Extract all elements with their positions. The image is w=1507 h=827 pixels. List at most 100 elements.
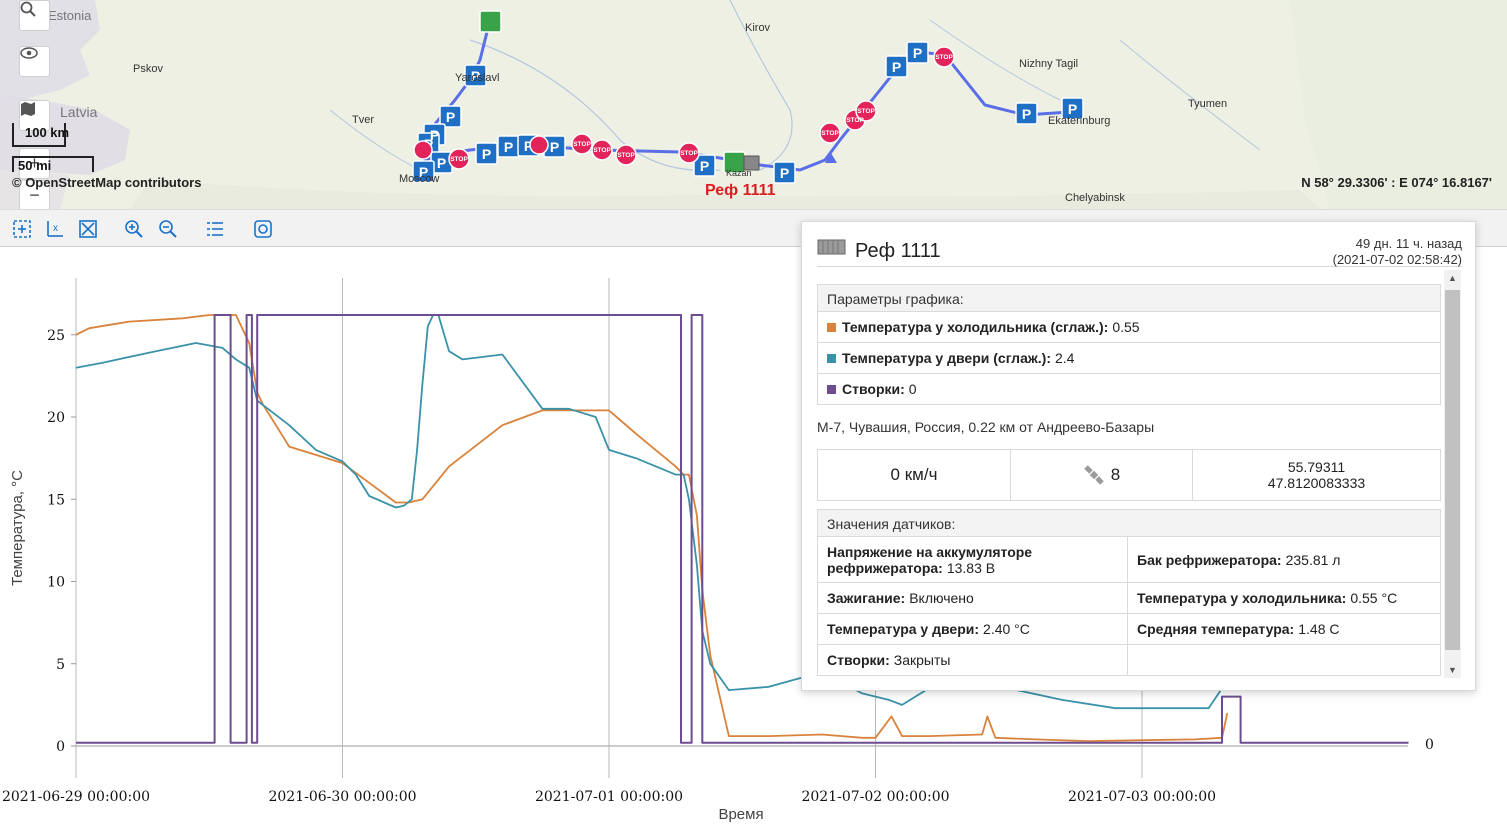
svg-text:P: P bbox=[1068, 101, 1077, 117]
sensor-cell: Бак рефрижератора: 235.81 л bbox=[1128, 537, 1441, 583]
svg-text:STOP: STOP bbox=[617, 152, 635, 159]
sensor-cell bbox=[1128, 645, 1441, 676]
scale-km-label: 100 km bbox=[25, 125, 70, 140]
scroll-thumb[interactable] bbox=[1445, 290, 1460, 650]
svg-text:P: P bbox=[892, 59, 901, 75]
sensor-label: Бак рефрижератора: bbox=[1137, 551, 1282, 568]
svg-text:P: P bbox=[780, 165, 789, 181]
scale-bar-mi bbox=[12, 156, 94, 172]
zoom-in-icon[interactable] bbox=[123, 218, 145, 240]
sensor-grid: Напряжение на аккумуляторе рефрижератора… bbox=[817, 537, 1441, 676]
scroll-up-icon[interactable]: ▲ bbox=[1448, 273, 1457, 283]
map-attribution[interactable]: © OpenStreetMap contributors bbox=[12, 175, 202, 190]
sensor-cell: Температура у холодильника: 0.55 °C bbox=[1128, 583, 1441, 614]
popup-time-ago: 49 дн. 11 ч. назад bbox=[1355, 236, 1462, 251]
x-tick-label: 2021-06-29 00:00:00 bbox=[2, 789, 150, 805]
sensor-value: Включено bbox=[909, 590, 974, 606]
city-label: Kirov bbox=[745, 22, 771, 34]
map-layers-button[interactable] bbox=[19, 100, 50, 131]
y-tick-label: 5 bbox=[56, 657, 65, 673]
sensor-value: 0.55 °C bbox=[1350, 590, 1398, 606]
popup-timestamp: (2021-07-02 02:58:42) bbox=[1332, 252, 1462, 267]
sensor-label: Зажигание: bbox=[827, 590, 906, 606]
city-label: Tyumen bbox=[1188, 98, 1228, 110]
map-visibility-button[interactable] bbox=[19, 46, 50, 77]
svg-text:P: P bbox=[419, 164, 428, 180]
popup-body[interactable]: Параметры графика: Температура у холодил… bbox=[817, 284, 1441, 676]
city-label: Yaroslavl bbox=[455, 72, 500, 84]
city-label: Moscow bbox=[399, 173, 440, 185]
list-icon[interactable] bbox=[204, 218, 226, 240]
svg-text:P: P bbox=[437, 155, 446, 171]
sensor-label: Температура у двери: bbox=[827, 621, 980, 637]
sensor-value: 2.40 °C bbox=[983, 621, 1030, 637]
satellites-cell: 8 bbox=[1011, 450, 1193, 500]
search-icon bbox=[20, 1, 36, 17]
refrigerator-truck-icon bbox=[817, 239, 846, 255]
sensor-value: Закрыты bbox=[893, 652, 951, 668]
select-zoom-icon[interactable] bbox=[11, 218, 33, 240]
svg-text:STOP: STOP bbox=[573, 141, 591, 148]
svg-text:STOP: STOP bbox=[857, 108, 875, 115]
plus-icon: + bbox=[29, 153, 40, 173]
city-label: Chelyabinsk bbox=[1065, 192, 1125, 204]
popup-scrollbar[interactable]: ▲ ▼ bbox=[1444, 270, 1461, 678]
svg-text:STOP: STOP bbox=[450, 156, 468, 163]
y-tick-label: 20 bbox=[47, 410, 65, 426]
city-label: Kazan bbox=[726, 168, 752, 178]
latitude-value: 55.79311 bbox=[1287, 459, 1346, 475]
zoom-out-map-button[interactable]: − bbox=[19, 180, 50, 209]
sensor-cell: Створки: Закрыты bbox=[817, 645, 1128, 676]
unit-map-label[interactable]: Реф 1111 bbox=[705, 182, 776, 199]
scroll-down-icon[interactable]: ▼ bbox=[1448, 665, 1457, 675]
zoom-out-icon[interactable] bbox=[157, 218, 179, 240]
svg-text:STOP: STOP bbox=[821, 130, 839, 137]
param-label: Температура у холодильника (сглаж.): bbox=[842, 318, 1109, 335]
x-tick-label: 2021-07-02 00:00:00 bbox=[801, 789, 949, 805]
svg-text:P: P bbox=[550, 139, 559, 155]
x-tick-label: 2021-07-03 00:00:00 bbox=[1068, 789, 1216, 805]
svg-text:STOP: STOP bbox=[593, 147, 611, 154]
right-value-label: 0 bbox=[1425, 737, 1434, 753]
sensor-cell: Температура у двери: 2.40 °C bbox=[817, 614, 1128, 645]
sensor-label: Напряжение на аккумуляторе рефрижератора… bbox=[827, 543, 1033, 576]
city-label: Latvia bbox=[60, 104, 98, 120]
cursor-coordinates: N 58° 29.3306' : E 074° 16.8167' bbox=[1301, 175, 1492, 190]
sensor-value: 235.81 л bbox=[1285, 551, 1341, 568]
param-value: 0 bbox=[908, 380, 917, 397]
longitude-value: 47.8120083333 bbox=[1267, 475, 1366, 491]
svg-text:P: P bbox=[471, 68, 480, 84]
svg-text:P: P bbox=[1022, 106, 1031, 122]
sensor-cell: Средняя температура: 1.48 C bbox=[1128, 614, 1441, 645]
scale-mi-label: 50 mi bbox=[18, 158, 52, 173]
snapshot-icon[interactable] bbox=[252, 218, 274, 240]
city-label: Estonia bbox=[48, 8, 92, 23]
svg-text:STOP: STOP bbox=[846, 117, 864, 124]
y-tick-label: 15 bbox=[47, 492, 65, 508]
minus-icon: − bbox=[29, 185, 40, 205]
sensor-label: Температура у холодильника: bbox=[1137, 590, 1347, 606]
sensor-value: 13.83 В bbox=[946, 559, 996, 576]
svg-text:P: P bbox=[700, 158, 709, 174]
map-layers-icon bbox=[21, 102, 35, 116]
fridge-temperature-line bbox=[75, 314, 1229, 743]
svg-text:P: P bbox=[524, 138, 533, 154]
chart-params-header: Параметры графика: bbox=[817, 284, 1441, 312]
temperature-chart[interactable]: 0 5 10 15 20 25 2021-06-29 00:00:00 2021-06-30 … bbox=[0, 248, 1507, 827]
sensor-cell: Напряжение на аккумуляторе рефрижератора… bbox=[817, 537, 1128, 583]
map-search-button[interactable] bbox=[19, 0, 50, 31]
y-tick-label: 25 bbox=[47, 328, 65, 344]
svg-text:x: x bbox=[53, 223, 58, 234]
svg-text:P: P bbox=[504, 139, 513, 155]
fit-icon[interactable] bbox=[77, 218, 99, 240]
satellites-count: 8 bbox=[1110, 465, 1121, 484]
series-swatch bbox=[827, 322, 836, 332]
lat-lon-cell: 55.79311 47.8120083333 bbox=[1193, 450, 1440, 500]
door-temperature-line bbox=[75, 314, 1223, 710]
param-value: 2.4 bbox=[1055, 349, 1075, 366]
zoom-x-icon[interactable]: x bbox=[44, 218, 66, 240]
zoom-in-map-button[interactable]: + bbox=[19, 148, 50, 179]
unit-info-popup: Реф 1111 49 дн. 11 ч. назад (2021-07-02 … bbox=[801, 221, 1476, 691]
satellite-icon bbox=[1084, 465, 1104, 485]
